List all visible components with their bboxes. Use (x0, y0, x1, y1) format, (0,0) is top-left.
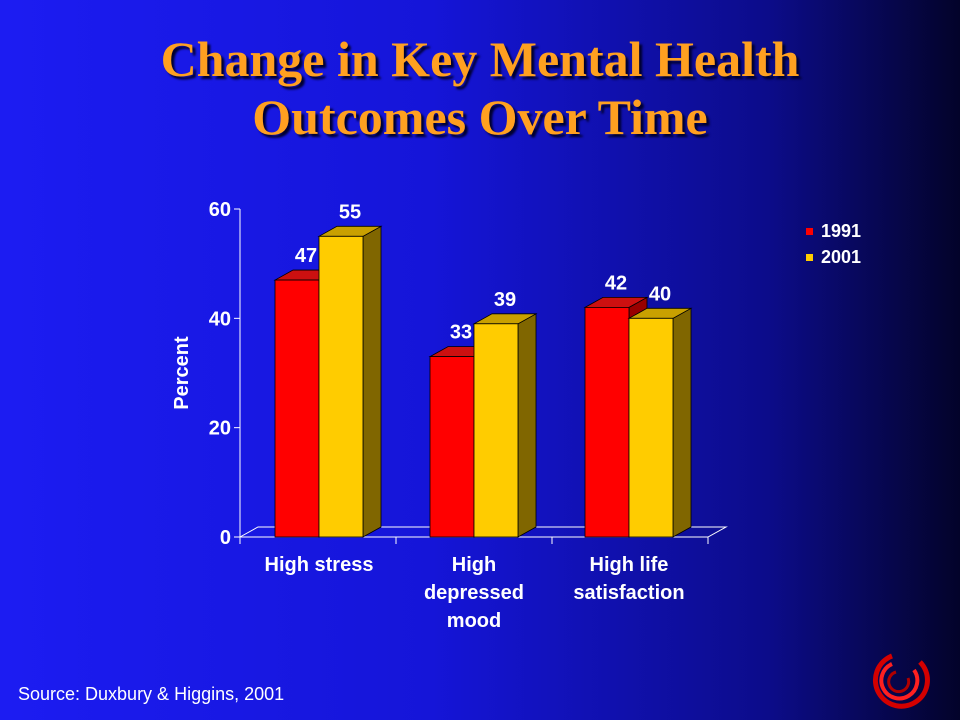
slide-title: Change in Key Mental Health Outcomes Ove… (40, 30, 920, 146)
legend-label-2001: 2001 (821, 246, 862, 267)
category-label-1-0: High (452, 554, 496, 576)
title-line-2: Outcomes Over Time (252, 89, 708, 145)
category-label-1-1: depressed (424, 582, 524, 604)
chart-legend: 1991 2001 (806, 218, 861, 270)
data-label-1991-0: 47 (295, 245, 317, 267)
data-label-2001-1: 39 (494, 289, 516, 311)
legend-label-1991: 1991 (821, 220, 862, 241)
bar-1991-0 (274, 279, 320, 538)
title-line-1: Change in Key Mental Health (160, 31, 800, 87)
y-tick-label-60: 60 (209, 199, 231, 221)
bar-2001-1 (473, 323, 519, 538)
category-label-1-2: mood (447, 610, 501, 632)
y-tick-label-0: 0 (220, 527, 231, 549)
legend-item-2001: 2001 (806, 244, 861, 270)
y-tick-label-40: 40 (209, 308, 231, 330)
category-label-2-0: High life (590, 554, 669, 576)
category-label-0-0: High stress (265, 554, 374, 576)
legend-swatch-2001 (806, 253, 813, 261)
bar-1991-1 (429, 356, 475, 538)
y-tick-label-20: 20 (209, 418, 231, 440)
legend-item-1991: 1991 (806, 218, 861, 244)
logo-icon (873, 653, 930, 709)
bar-2001-0 (318, 235, 364, 538)
category-label-2-1: satisfaction (573, 582, 684, 604)
bar-1991-2 (584, 306, 630, 538)
data-label-2001-0: 55 (339, 201, 361, 223)
y-axis-title: Percent (171, 336, 193, 410)
source-note: Source: Duxbury & Higgins, 2001 (18, 684, 285, 704)
bar-side-2001-2 (672, 307, 692, 538)
bar-side-2001-0 (362, 225, 382, 538)
bar-side-2001-1 (517, 313, 537, 538)
legend-swatch-1991 (806, 227, 813, 235)
data-label-2001-2: 40 (649, 283, 671, 305)
data-label-1991-2: 42 (605, 272, 627, 294)
bar-2001-2 (628, 317, 674, 538)
data-label-1991-1: 33 (450, 322, 472, 344)
